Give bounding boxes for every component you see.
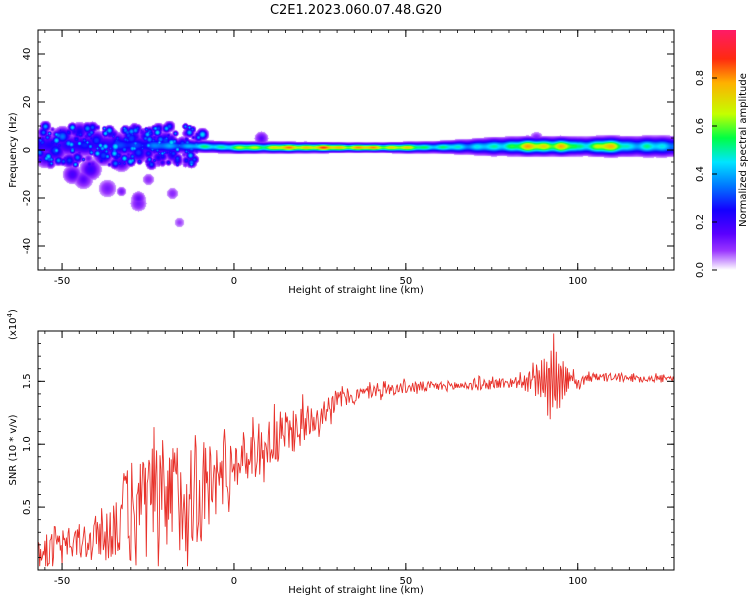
snr-frame [37,330,675,571]
spectrogram-image [38,30,674,270]
snr-x-label: Height of straight line (km) [288,585,424,596]
colorbar-tick-label: 0.4 [695,166,706,182]
spectrogram-x-tick-label: -50 [54,276,70,287]
spectrogram-y-tick-label: 20 [22,96,33,109]
spectrogram-y-label: Frequency (Hz) [8,112,19,188]
snr-x-tick-label: 100 [568,576,587,587]
spectrogram-panel: -50 0 50 100 -40 -20 0 20 40 Height of straight … [8,29,675,296]
snr-panel: -50 0 50 100 0.5 1.0 1.5 Height of straight li… [6,309,675,596]
spectrogram-y-tick-label: 40 [22,48,33,61]
colorbar-tick-label: 0.0 [695,262,706,278]
colorbar-ticks: 0.0 0.2 0.4 0.6 0.8 [695,70,717,278]
colorbar: 0.0 0.2 0.4 0.6 0.8 Normalized spectral ampl… [695,30,749,278]
snr-ticks: -50 0 50 100 0.5 1.0 1.5 [22,330,674,587]
spectrogram-x-tick-label: 100 [568,276,587,287]
spectrogram-y-tick-label: -40 [22,238,33,254]
spectrogram-x-label: Height of straight line (km) [288,285,424,296]
snr-y-tick-label: 1.5 [22,373,33,389]
colorbar-tick-label: 0.2 [695,214,706,230]
colorbar-bar [712,30,736,270]
spectrogram-y-tick-label: -20 [22,190,33,206]
snr-x-tick-label: -50 [54,576,70,587]
spectrogram-ticks: -50 0 50 100 -40 -20 0 20 40 [22,29,674,287]
spectrogram-x-tick-label: 50 [399,276,412,287]
spectrogram-x-tick-label: 0 [231,276,237,287]
snr-multiplier-label: (x104) [6,309,19,340]
snr-series-line [38,333,674,567]
snr-x-tick-label: 50 [399,576,412,587]
snr-y-label: SNR (10 * v/v) [8,414,19,485]
spectrogram-y-tick-label: 0 [22,147,33,153]
colorbar-tick-label: 0.8 [695,70,706,86]
snr-y-tick-label: 1.0 [22,436,33,452]
snr-x-tick-label: 0 [231,576,237,587]
snr-y-tick-label: 0.5 [22,499,33,515]
colorbar-tick-label: 0.6 [695,118,706,134]
colorbar-label: Normalized spectral amplitude [738,73,749,227]
figure-title: C2E1.2023.060.07.48.G20 [270,3,442,18]
